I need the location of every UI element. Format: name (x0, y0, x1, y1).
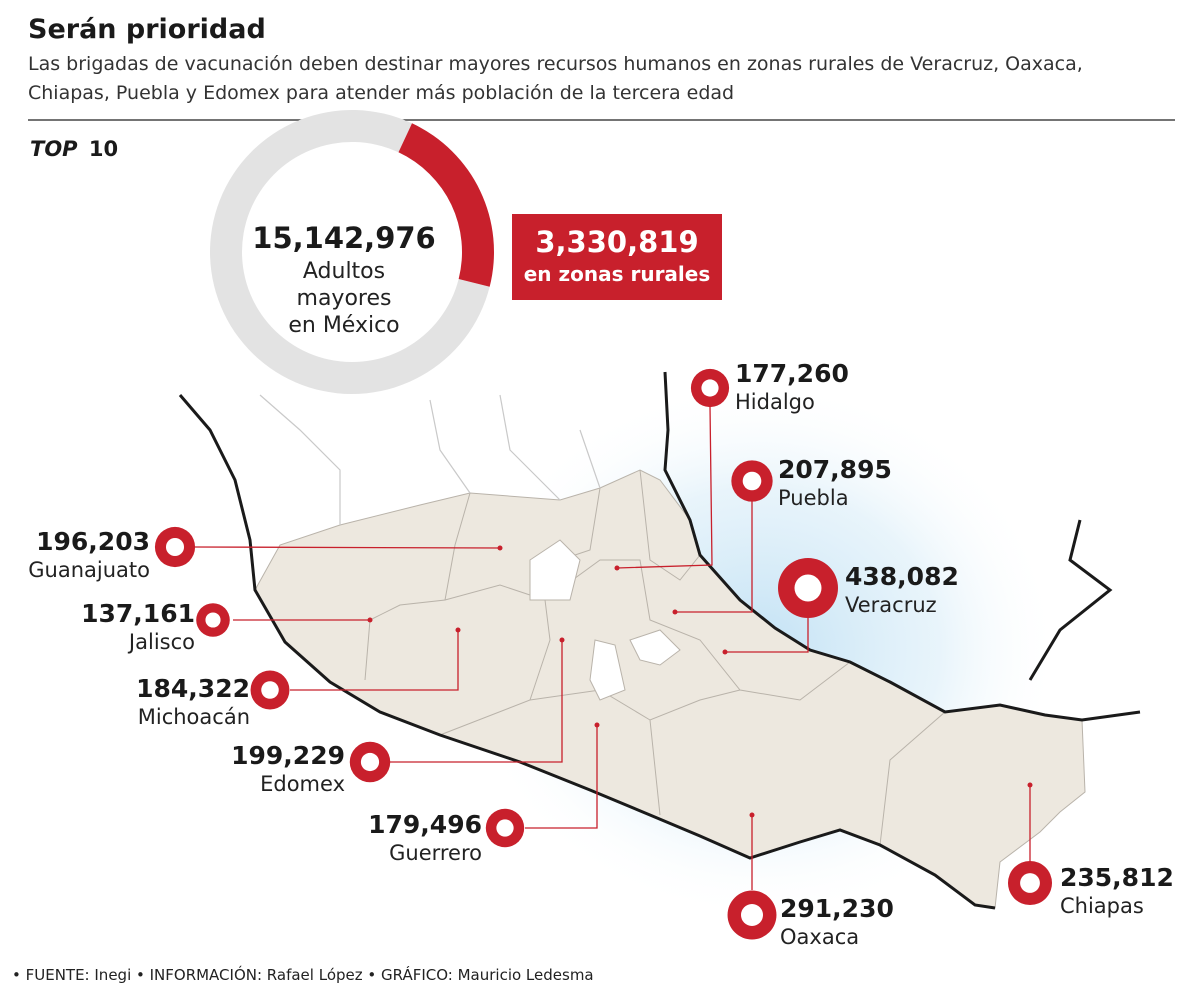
value-circle-hole (1020, 873, 1040, 893)
state-name: Michoacán (138, 705, 250, 729)
value-circle-hole (794, 574, 822, 602)
state-borders (364, 469, 946, 846)
value-circle-hole (740, 903, 764, 927)
state-name: Jalisco (127, 630, 195, 654)
state-name: Guerrero (389, 841, 482, 865)
northern-borders (259, 394, 601, 525)
state-markers: 177,260Hidalgo207,895Puebla438,082Veracr… (28, 359, 1174, 949)
state-name: Chiapas (1060, 894, 1144, 918)
state-value: 137,161 (81, 599, 195, 628)
state-name: Edomex (260, 772, 345, 796)
state-value: 199,229 (231, 741, 345, 770)
value-circle-hole (165, 537, 185, 557)
leader-line (616, 405, 713, 569)
map (178, 371, 1141, 920)
leader-dot (749, 812, 755, 818)
state-value: 196,203 (36, 527, 150, 556)
leader-dot (614, 565, 620, 571)
state-name: Oaxaca (780, 925, 859, 949)
value-circle-hole (496, 819, 514, 837)
state-name: Guanajuato (28, 558, 150, 582)
leader-line (194, 546, 501, 549)
state-value: 184,322 (136, 674, 250, 703)
leader-line (290, 630, 459, 691)
subtitle-line: Chiapas, Puebla y Edomex para atender má… (28, 82, 734, 104)
total-caption: en México (288, 313, 399, 338)
state-value: 207,895 (778, 455, 892, 484)
leader-dot (559, 637, 565, 643)
leader-dot (1027, 782, 1033, 788)
leader-dot (594, 722, 600, 728)
leader-dot (497, 545, 503, 551)
state-value: 291,230 (780, 894, 894, 923)
state-name: Hidalgo (735, 390, 815, 414)
coastline (178, 371, 1141, 910)
subtitle-line: Las brigadas de vacunación deben destina… (28, 53, 1083, 75)
value-circle-hole (360, 752, 380, 772)
state-value: 438,082 (845, 562, 959, 591)
leader-line (675, 500, 753, 613)
state-name: Puebla (778, 486, 849, 510)
value-circle-hole (261, 681, 279, 699)
footer: • FUENTE: Inegi • INFORMACIÓN: Rafael Ló… (12, 965, 594, 984)
leader-line (525, 725, 598, 829)
state-value: 177,260 (735, 359, 849, 388)
value-circle-hole (205, 612, 221, 628)
badge-number: 10 (89, 137, 118, 161)
title: Serán prioridad (28, 14, 266, 45)
leader-dot (722, 649, 728, 655)
leader-dot (455, 627, 461, 633)
total-caption: mayores (297, 286, 392, 311)
rural-box (512, 214, 722, 300)
total-value: 15,142,976 (252, 221, 435, 255)
value-circle-hole (742, 471, 762, 491)
total-caption: Adultos (303, 259, 385, 284)
leader-dot (672, 609, 678, 615)
state-value: 235,812 (1060, 863, 1174, 892)
leader-line (390, 640, 563, 763)
badge: TOP 10 (30, 137, 118, 161)
badge-prefix: TOP (30, 137, 78, 161)
leader-dot (367, 617, 373, 623)
value-circle-hole (701, 379, 719, 397)
leader-line (725, 618, 809, 653)
rural-value: 3,330,819 (535, 225, 698, 259)
rural-caption: en zonas rurales (524, 262, 711, 286)
donut-rural (398, 123, 494, 287)
state-value: 179,496 (368, 810, 482, 839)
state-name: Veracruz (845, 593, 937, 617)
